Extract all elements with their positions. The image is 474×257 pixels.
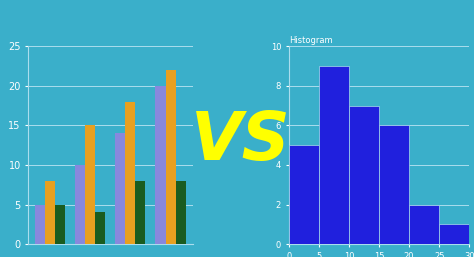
Bar [126, 102, 136, 244]
Bar [409, 205, 439, 244]
Bar [175, 181, 185, 244]
Bar [85, 125, 95, 244]
Bar [165, 70, 175, 244]
Bar [136, 181, 146, 244]
Bar [439, 224, 469, 244]
Bar [349, 106, 379, 244]
Bar [46, 181, 55, 244]
Bar [155, 86, 165, 244]
Text: Histogram: Histogram [289, 36, 332, 45]
Bar [289, 145, 319, 244]
Bar [36, 205, 46, 244]
Bar [379, 125, 409, 244]
Bar [116, 133, 126, 244]
Bar [75, 165, 85, 244]
Text: VS: VS [191, 108, 291, 174]
Bar [55, 205, 65, 244]
Bar [95, 213, 106, 244]
Bar [319, 66, 349, 244]
